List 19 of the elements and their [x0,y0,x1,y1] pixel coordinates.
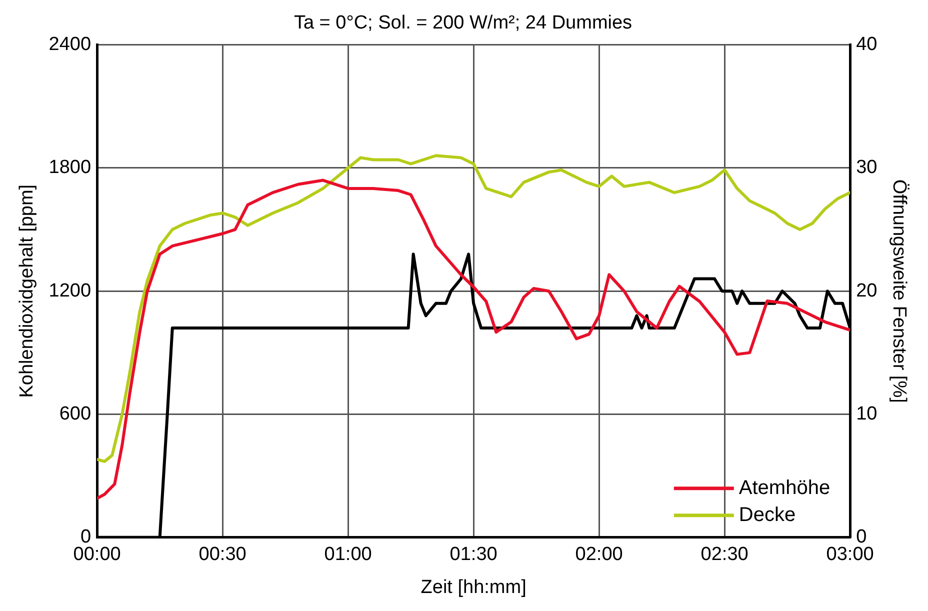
x-tick-label: 00:30 [198,544,246,566]
y-tick-label: 1800 [48,157,92,178]
y2-tick-label: 10 [856,403,878,424]
x-tick-label: 01:30 [450,544,498,566]
y-tick-label: 2400 [48,34,92,56]
x-tick-label: 01:00 [324,544,372,566]
x-tick-label: 02:00 [575,544,623,566]
y2-axis-title: Öffnungsweite Fenster [%] [888,179,910,403]
y2-tick-label: 40 [856,34,878,56]
y-tick-label: 600 [59,403,92,424]
y2-tick-label: 30 [856,157,878,178]
x-axis-title: Zeit [hh:mm] [420,576,526,598]
y-axis-title: Kohlendioxidgehalt [ppm] [16,184,38,398]
chart-title: Ta = 0°C; Sol. = 200 W/m²; 24 Dummies [294,12,632,34]
x-tick-label: 02:30 [700,544,748,566]
legend-label: Atemhöhe [738,476,830,499]
legend-label: Decke [738,504,796,526]
y-tick-label: 1200 [48,280,92,302]
y2-tick-label: 20 [856,280,878,302]
